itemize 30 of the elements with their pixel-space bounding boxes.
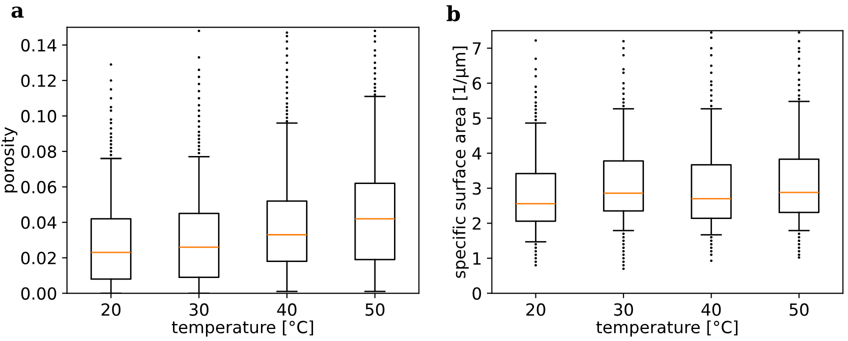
y-tick-label: 0.06 [21,180,56,194]
y-tick-label: 0.14 [21,38,56,52]
y-tick-label: 0.08 [21,145,56,158]
y-tick-label: 0.12 [21,74,56,88]
y-tick-label: 0.02 [21,252,56,264]
y-tick-label: 0.10 [21,110,56,123]
y-tick-label: 3 [472,182,481,195]
x-tick-label: 50 [790,303,809,316]
x-tick-label: 30 [190,303,208,316]
y-tick-label: 1 [473,252,481,265]
x-tick-label: 20 [526,303,546,316]
y-tick-label: 6 [472,77,482,90]
y-axis-title: porosity [1,127,18,192]
y-tick-label: 0 [472,287,482,300]
x-tick-label: 40 [277,303,296,316]
x-axis-title: temperature [°C] [596,320,738,337]
y-axis-title: specific surface area [1/µm] [452,46,469,278]
y-tick-label: 7 [472,42,481,55]
y-tick-label: 4 [472,147,482,160]
chart-title: a [12,6,24,18]
x-tick-label: 20 [102,303,120,316]
x-tick-label: 40 [701,303,721,316]
y-tick-label: 2 [472,217,480,230]
y-tick-label: 0.00 [21,287,56,300]
y-tick-label: 0.04 [21,216,56,229]
x-tick-label: 30 [614,303,633,316]
x-tick-label: 50 [366,303,384,316]
chart-title: b [446,5,460,22]
x-axis-title: temperature [°C] [172,320,314,337]
y-tick-label: 5 [472,112,481,125]
